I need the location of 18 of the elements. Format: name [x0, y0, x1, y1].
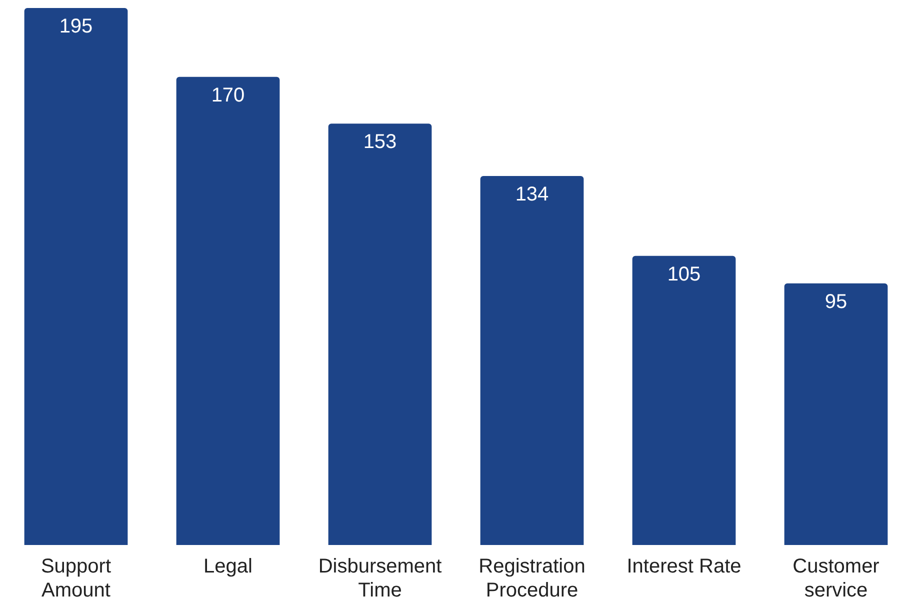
x-tick-label: Legal — [204, 556, 252, 578]
bar — [784, 283, 888, 545]
data-label: 134 — [515, 184, 549, 206]
bar — [632, 256, 736, 545]
bar — [480, 176, 584, 545]
bar — [24, 8, 128, 545]
bar — [328, 124, 432, 545]
x-tick-label: Registration Procedure — [478, 556, 586, 602]
x-tick-label: Support Amount — [40, 556, 112, 602]
data-label: 105 — [667, 263, 701, 286]
data-label: 170 — [211, 84, 245, 106]
x-tick-label: Disbursement Time — [318, 556, 442, 602]
x-tick-label: Interest Rate — [626, 556, 742, 578]
data-label: 195 — [59, 16, 93, 38]
x-tick-label: Customer service — [792, 556, 880, 602]
data-label: 153 — [363, 131, 397, 154]
bar — [176, 76, 280, 545]
data-label: 95 — [824, 290, 848, 313]
